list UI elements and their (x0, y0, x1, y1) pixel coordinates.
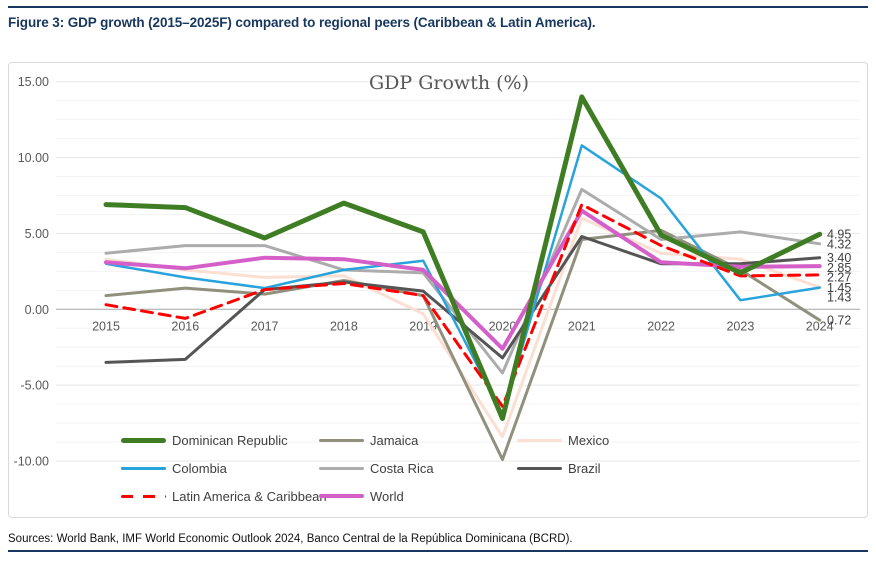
x-tick-label: 2018 (330, 319, 358, 333)
footer-rule (8, 550, 868, 552)
y-tick-label: 10.00 (18, 151, 49, 165)
chart-panel: GDP Growth (%) 15.00 10.00 5.00 0.00 -5.00 -1… (8, 62, 868, 518)
y-tick-label: -10.00 (14, 455, 49, 469)
series-line-colombia (104, 144, 821, 416)
series-end-label: 2.85 (827, 261, 851, 275)
series-end-label: 1.43 (827, 290, 851, 304)
header-rule (8, 6, 868, 8)
chart-title: GDP Growth (%) (369, 72, 529, 94)
series-line-dominican-republic (103, 94, 823, 421)
x-tick-label: 2017 (251, 319, 279, 333)
sources-line: Sources: World Bank, IMF World Economic … (8, 533, 573, 545)
x-tick-label: 2021 (568, 319, 596, 333)
gdp-line-chart: 15.00 10.00 5.00 0.00 -5.00 -10.00 2015 2016 201… (14, 75, 860, 469)
x-tick-label: 2016 (171, 319, 199, 333)
x-tick-label: 2020 (489, 319, 517, 333)
x-tick-label: 2023 (726, 319, 754, 333)
x-tick-label: 2015 (92, 319, 120, 333)
series-end-label: 1.45 (827, 281, 851, 295)
y-tick-label: 0.00 (25, 303, 49, 317)
series-end-label: 0.72 (827, 314, 851, 328)
x-tick-label: 2022 (647, 319, 675, 333)
figure-title: Figure 3: GDP growth (2015–2025F) compar… (8, 15, 596, 30)
y-tick-label: 5.00 (25, 227, 49, 241)
y-tick-label: -5.00 (21, 379, 50, 393)
series-end-label: 4.32 (827, 237, 851, 251)
x-tick-label: 2024 (806, 319, 834, 333)
series-end-label: 4.95 (827, 228, 851, 242)
series-end-label: 2.27 (827, 270, 851, 284)
series-line-world (104, 208, 822, 351)
series-end-label: 3.40 (827, 251, 851, 265)
y-tick-label: 15.00 (18, 75, 49, 89)
series-line-latin-america-caribbean (104, 203, 822, 408)
